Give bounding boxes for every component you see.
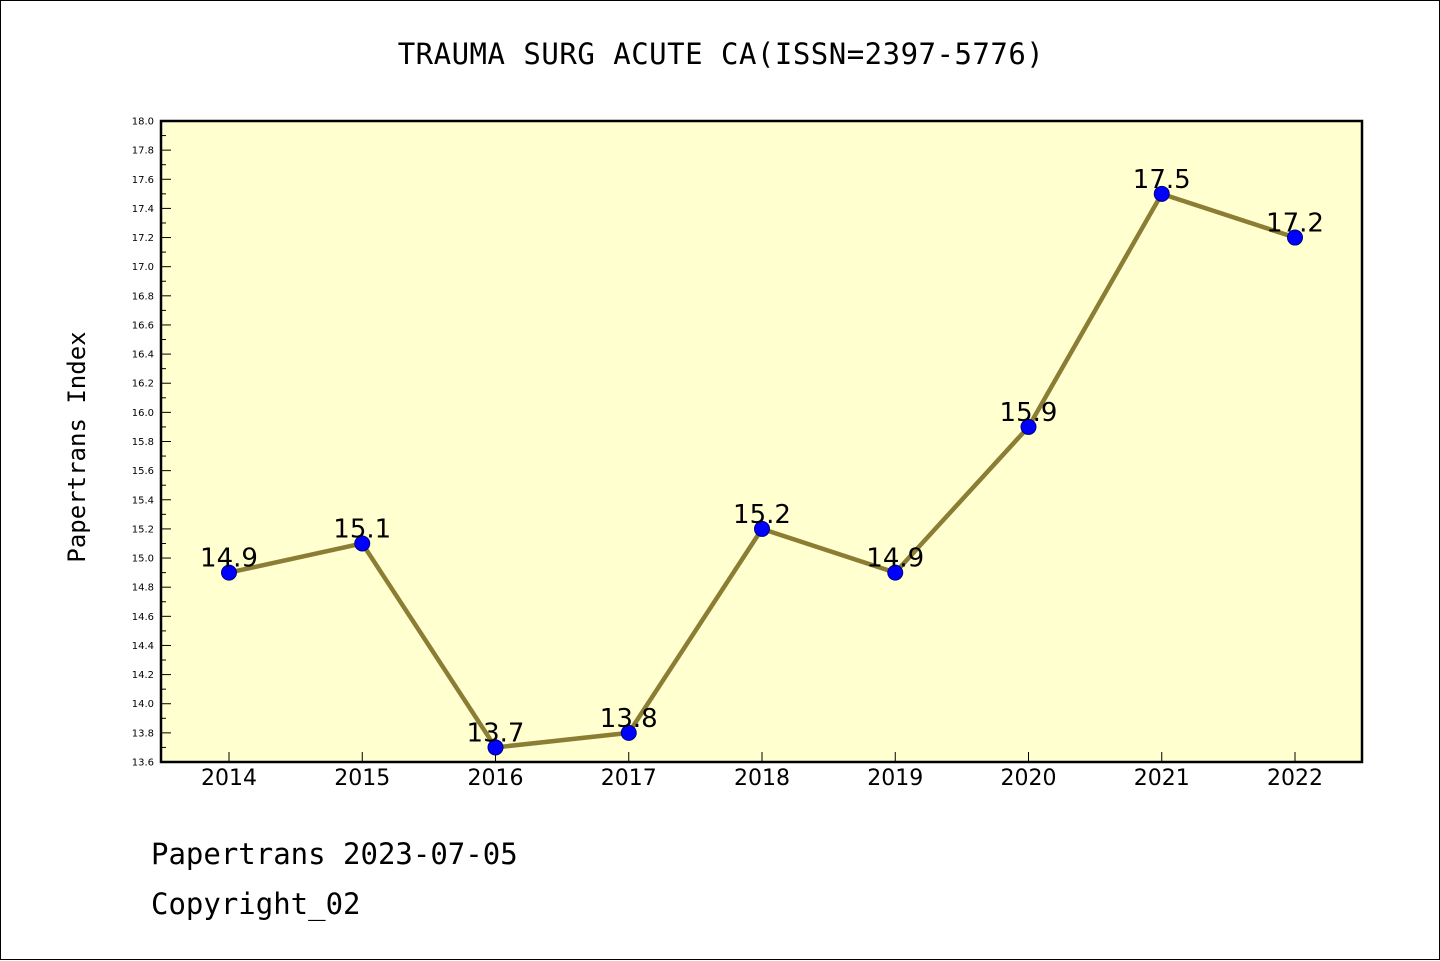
x-tick-label: 2015 bbox=[334, 766, 390, 791]
x-tick-label: 2017 bbox=[601, 766, 657, 791]
y-tick-label: 13.8 bbox=[132, 728, 154, 739]
y-tick-label: 14.8 bbox=[132, 583, 154, 594]
x-tick-label: 2016 bbox=[468, 766, 524, 791]
data-label: 15.2 bbox=[733, 500, 791, 530]
plot-area bbox=[161, 121, 1362, 762]
footer-copyright: Copyright_02 bbox=[151, 887, 361, 921]
y-tick-label: 14.4 bbox=[132, 641, 154, 652]
x-tick-label: 2020 bbox=[1001, 766, 1057, 791]
data-point bbox=[354, 535, 371, 552]
x-tick-label: 2019 bbox=[867, 766, 923, 791]
y-tick-label: 15.2 bbox=[132, 524, 154, 535]
data-point bbox=[620, 724, 637, 741]
data-label: 15.9 bbox=[1000, 398, 1058, 428]
y-tick-label: 13.6 bbox=[132, 758, 154, 769]
data-label: 14.9 bbox=[200, 544, 258, 574]
y-tick-label: 14.0 bbox=[132, 699, 154, 710]
data-point bbox=[754, 520, 770, 537]
y-tick-label: 17.6 bbox=[132, 175, 154, 186]
data-point bbox=[1020, 418, 1037, 435]
y-tick-label: 18.0 bbox=[132, 117, 154, 128]
data-point bbox=[887, 564, 904, 581]
x-tick-label: 2021 bbox=[1134, 766, 1190, 791]
x-tick-label: 2014 bbox=[201, 766, 257, 791]
y-tick-label: 16.4 bbox=[132, 350, 154, 361]
y-tick-label: 17.4 bbox=[132, 204, 154, 215]
x-tick-label: 2018 bbox=[734, 766, 790, 791]
data-label: 14.9 bbox=[866, 544, 924, 574]
y-tick-label: 15.4 bbox=[132, 495, 154, 506]
data-label: 13.7 bbox=[467, 718, 525, 748]
data-point bbox=[487, 739, 504, 756]
y-tick-label: 16.2 bbox=[132, 379, 154, 390]
y-tick-label: 14.6 bbox=[132, 612, 154, 623]
y-tick-label: 15.8 bbox=[132, 437, 154, 448]
chart-title: TRAUMA SURG ACUTE CA(ISSN=2397-5776) bbox=[397, 37, 1045, 71]
y-tick-label: 14.2 bbox=[132, 670, 154, 681]
y-tick-label: 16.0 bbox=[132, 408, 154, 419]
data-point bbox=[1153, 185, 1170, 202]
x-tick-label: 2022 bbox=[1267, 766, 1323, 791]
y-tick-label: 16.6 bbox=[132, 320, 154, 331]
y-tick-label: 17.0 bbox=[132, 262, 154, 273]
data-point bbox=[1287, 229, 1303, 246]
data-label: 15.1 bbox=[333, 514, 391, 544]
y-tick-label: 15.6 bbox=[132, 466, 154, 477]
y-tick-label: 17.8 bbox=[132, 146, 154, 157]
plot-frame bbox=[159, 119, 1364, 764]
data-label: 17.5 bbox=[1133, 165, 1191, 195]
data-label: 13.8 bbox=[600, 704, 658, 734]
y-tick-label: 15.0 bbox=[132, 554, 154, 565]
data-point bbox=[221, 564, 237, 581]
data-label: 17.2 bbox=[1266, 209, 1324, 239]
footer-date: Papertrans 2023-07-05 bbox=[151, 837, 518, 871]
y-tick-label: 16.8 bbox=[132, 291, 154, 302]
y-tick-label: 17.2 bbox=[132, 233, 154, 244]
